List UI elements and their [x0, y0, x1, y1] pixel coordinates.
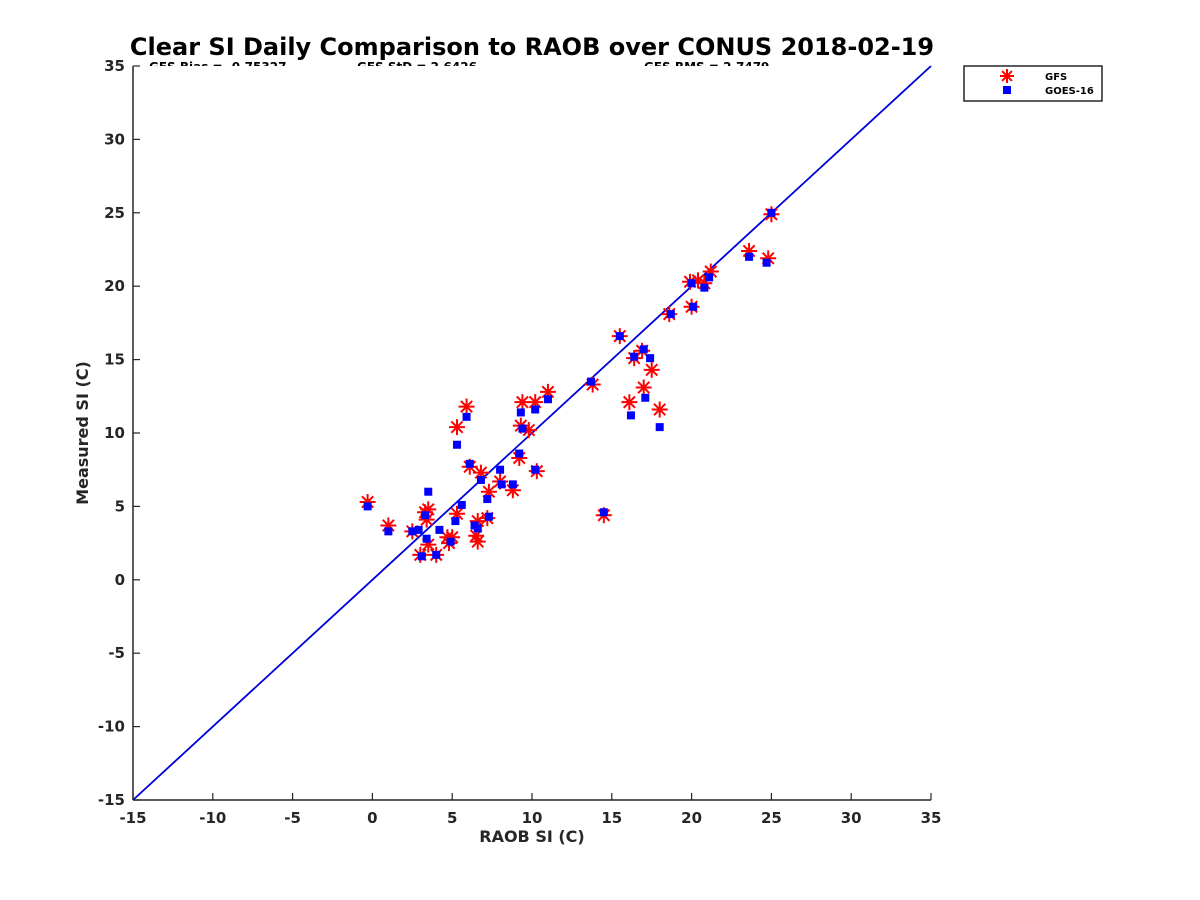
y-tick-label: 30 [104, 130, 125, 148]
goes16-point [700, 283, 709, 292]
gfs-point [643, 361, 660, 378]
goes16-point [516, 408, 525, 417]
y-tick-label: 35 [104, 57, 125, 75]
legend-gfs-marker [1000, 69, 1014, 83]
x-tick-label: 30 [841, 809, 862, 827]
y-tick-label: -5 [108, 644, 125, 662]
goes16-point [646, 354, 655, 363]
gfs-point [651, 401, 668, 418]
y-tick-label: 5 [115, 497, 125, 515]
chart-title: Clear SI Daily Comparison to RAOB over C… [130, 33, 934, 61]
goes16-point [414, 525, 423, 534]
y-tick-label: 20 [104, 277, 125, 295]
x-tick-label: -15 [119, 809, 146, 827]
gfs-point [448, 419, 465, 436]
x-tick-label: -10 [199, 809, 226, 827]
legend-box [963, 65, 1103, 102]
goes16-point [417, 552, 426, 561]
goes16-point [687, 279, 696, 288]
goes16-point [363, 502, 372, 511]
goes16-point [451, 517, 460, 526]
goes16-point [767, 208, 776, 217]
x-tick-label: 5 [447, 809, 457, 827]
legend: GFS GOES-16 [963, 65, 1103, 102]
x-tick-label: 10 [522, 809, 543, 827]
goes16-point [689, 302, 698, 311]
gfs-point [635, 379, 652, 396]
goes16-point [484, 512, 493, 521]
goes16-point [476, 475, 485, 484]
x-tick-label: 20 [681, 809, 702, 827]
goes16-point [599, 508, 608, 517]
goes16-point [422, 534, 431, 543]
goes16-point [655, 423, 664, 432]
x-tick-label: 35 [921, 809, 942, 827]
goes16-point [639, 345, 648, 354]
x-tick-label: 25 [761, 809, 782, 827]
goes16-point [424, 487, 433, 496]
goes16-point [408, 527, 417, 536]
gfs-point [514, 394, 531, 411]
legend-label: GOES-16 [1045, 86, 1094, 97]
goes16-point [508, 480, 517, 489]
y-axis-label: Measured SI (C) [73, 361, 92, 505]
x-axis-ticks: -15 -10 -5 0 5 10 15 20 25 30 35 [119, 793, 941, 827]
goes16-point [615, 332, 624, 341]
legend-goes16-marker [1003, 86, 1011, 94]
goes16-point [531, 465, 540, 474]
data-layer [132, 65, 932, 801]
goes16-point [515, 449, 524, 458]
goes16-point [452, 440, 461, 449]
y-tick-label: 15 [104, 351, 125, 369]
goes16-point [543, 395, 552, 404]
goes16-point [384, 527, 393, 536]
goes16-point [483, 495, 492, 504]
x-axis-label: RAOB SI (C) [479, 827, 584, 846]
goes16-point [745, 252, 754, 261]
gfs-point [621, 394, 638, 411]
goes16-point [587, 377, 596, 386]
y-tick-label: 10 [104, 424, 125, 442]
goes16-point [446, 537, 455, 546]
goes16-point [630, 352, 639, 361]
x-tick-label: -5 [284, 809, 301, 827]
goes16-point [518, 424, 527, 433]
y-tick-label: 0 [115, 571, 125, 589]
goes16-point [641, 393, 650, 402]
goes16-point [435, 525, 444, 534]
legend-label: GFS [1045, 72, 1067, 83]
goes16-point [432, 550, 441, 559]
goes16-point [421, 511, 430, 520]
goes16-point [762, 258, 771, 267]
goes16-point [705, 273, 714, 282]
series-goes-16 [363, 208, 776, 561]
gfs-point [458, 398, 475, 415]
y-tick-label: 25 [104, 204, 125, 222]
gfs-point [469, 533, 486, 550]
goes16-point [462, 412, 471, 421]
y-tick-label: -15 [98, 791, 125, 809]
goes16-point [465, 459, 474, 468]
goes16-point [497, 480, 506, 489]
x-tick-label: 15 [601, 809, 622, 827]
goes16-point [666, 310, 675, 319]
y-axis-ticks: -15 -10 -5 0 5 10 15 20 25 30 35 [98, 57, 140, 809]
goes16-point [473, 524, 482, 533]
goes16-point [531, 405, 540, 414]
goes16-point [626, 411, 635, 420]
x-tick-label: 0 [367, 809, 377, 827]
goes16-point [496, 465, 505, 474]
y-tick-label: -10 [98, 718, 125, 736]
goes16-point [457, 500, 466, 509]
